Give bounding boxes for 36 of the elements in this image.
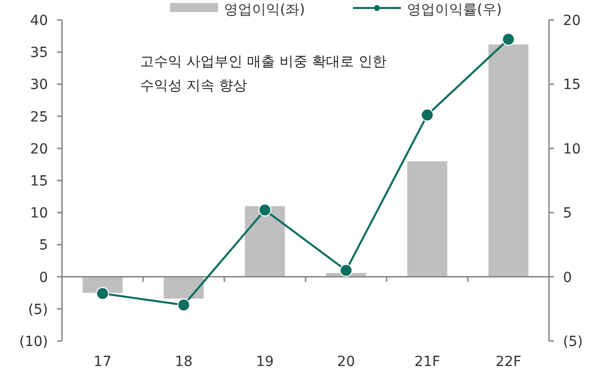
y2-tick-label: (5) [563, 334, 583, 350]
x-tick-label: 18 [174, 354, 193, 370]
point [502, 32, 515, 46]
bar [164, 276, 204, 299]
point [340, 264, 353, 277]
x-tick-label: 17 [94, 354, 112, 370]
y-tick-label: (5) [28, 302, 48, 318]
point [96, 286, 110, 300]
x-tick-label: 20 [337, 354, 355, 370]
x-tick-label: 22F [495, 354, 522, 370]
y-tick-label: 15 [30, 174, 48, 190]
y-tick-label: 20 [30, 141, 48, 158]
y-tick-label: 35 [30, 45, 48, 62]
point [420, 108, 434, 122]
bar [244, 206, 285, 277]
annotation: 고수익 사업부인 매출 비중 확대로 인한 수익성 지속 향상 [140, 54, 386, 94]
y-tick-label: 30 [30, 77, 48, 94]
legend-label: 영업이익률(우) [406, 2, 502, 18]
bar [488, 44, 528, 277]
y2-tick-label: 20 [563, 13, 581, 29]
y2-tick-label: 0 [563, 270, 572, 286]
point [177, 298, 190, 312]
y-tick-label: (10) [19, 334, 48, 350]
y2-tick-label: 10 [563, 141, 581, 158]
y2-tick-label: 5 [563, 206, 572, 222]
y-tick-label: 25 [30, 109, 48, 126]
legend-label: 영업이익(좌) [224, 2, 305, 18]
y-tick-label: 0 [39, 270, 48, 286]
y-tick-label: 5 [39, 238, 48, 254]
bar [407, 161, 448, 277]
y2-tick-label: 15 [563, 77, 581, 94]
y-tick-label: 40 [30, 13, 48, 29]
point [258, 204, 272, 217]
x-tick-label: 19 [256, 354, 274, 370]
x-tick-label: 21F [414, 354, 440, 370]
y-tick-label: 10 [30, 206, 48, 222]
